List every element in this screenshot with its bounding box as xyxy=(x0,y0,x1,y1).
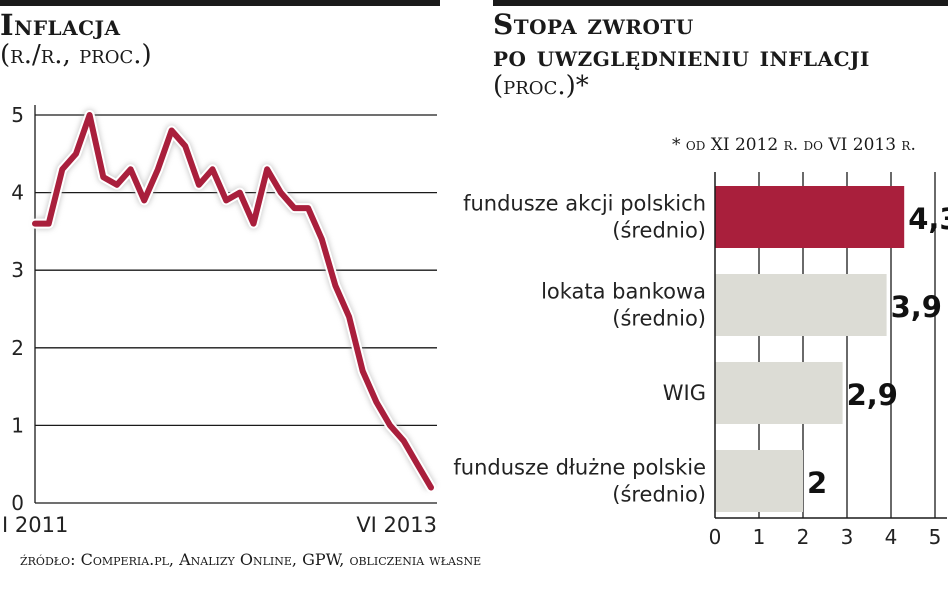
y-tick-label: 3 xyxy=(11,258,24,282)
y-tick-label: 4 xyxy=(11,181,24,205)
inflation-chart-subtitle: (r./r., proc.) xyxy=(0,40,152,70)
series-line-shadow xyxy=(35,109,436,491)
x-tick-label: 2 xyxy=(797,525,810,549)
bar xyxy=(715,362,843,424)
bar-category-label: (średnio) xyxy=(612,219,706,243)
x-tick-label: 5 xyxy=(929,525,942,549)
bar xyxy=(715,186,905,248)
bar-value-label: 4,3 xyxy=(908,202,948,236)
x-tick-label: 4 xyxy=(885,525,898,549)
bar-category-label: fundusze akcji polskich xyxy=(463,192,706,216)
right-top-rule xyxy=(493,0,948,6)
bar-value-label: 2 xyxy=(807,466,827,500)
x-tick-label-start: I 2011 xyxy=(2,513,68,537)
bar xyxy=(715,450,803,512)
inflation-line-chart: 0 1 2 3 4 5 I 2011 VI 2013 xyxy=(2,103,437,537)
bar xyxy=(715,274,887,336)
return-bar-chart: 0 1 2 3 4 5 4,3 fundusze akcji polskich (średnio… xyxy=(453,172,948,549)
bar-value-label: 2,9 xyxy=(847,378,898,412)
series-line xyxy=(32,112,434,491)
y-tick-label: 1 xyxy=(11,413,24,437)
return-chart-title-line2: po uwzględnieniu inflacji xyxy=(493,40,870,73)
bar-category-label: (średnio) xyxy=(612,483,706,507)
y-tick-label: 2 xyxy=(11,336,24,360)
inflation-chart-title: Inflacja xyxy=(0,8,121,42)
y-tick-label: 0 xyxy=(11,491,24,515)
x-tick-label-end: VI 2013 xyxy=(356,513,437,537)
bar-category-label: WIG xyxy=(663,381,706,405)
return-chart-title-line1: Stopa zwrotu xyxy=(493,8,694,41)
bar-category-label: (średnio) xyxy=(612,307,706,331)
return-chart-subtitle: (proc.)* xyxy=(493,71,589,101)
x-tick-label: 1 xyxy=(753,525,766,549)
bar-category-label: fundusze dłużne polskie xyxy=(453,456,706,480)
series-line-outline xyxy=(30,110,436,493)
x-tick-label: 3 xyxy=(841,525,854,549)
y-tick-label: 5 xyxy=(11,103,24,127)
return-chart-footnote: * od XI 2012 r. do VI 2013 r. xyxy=(672,135,916,155)
source-note: źródło: Comperia.pl, Analizy Online, GPW… xyxy=(20,550,482,569)
bar-value-label: 3,9 xyxy=(891,290,942,324)
bar-category-label: lokata bankowa xyxy=(541,280,706,304)
left-top-rule xyxy=(0,0,440,6)
x-tick-label: 0 xyxy=(709,525,722,549)
